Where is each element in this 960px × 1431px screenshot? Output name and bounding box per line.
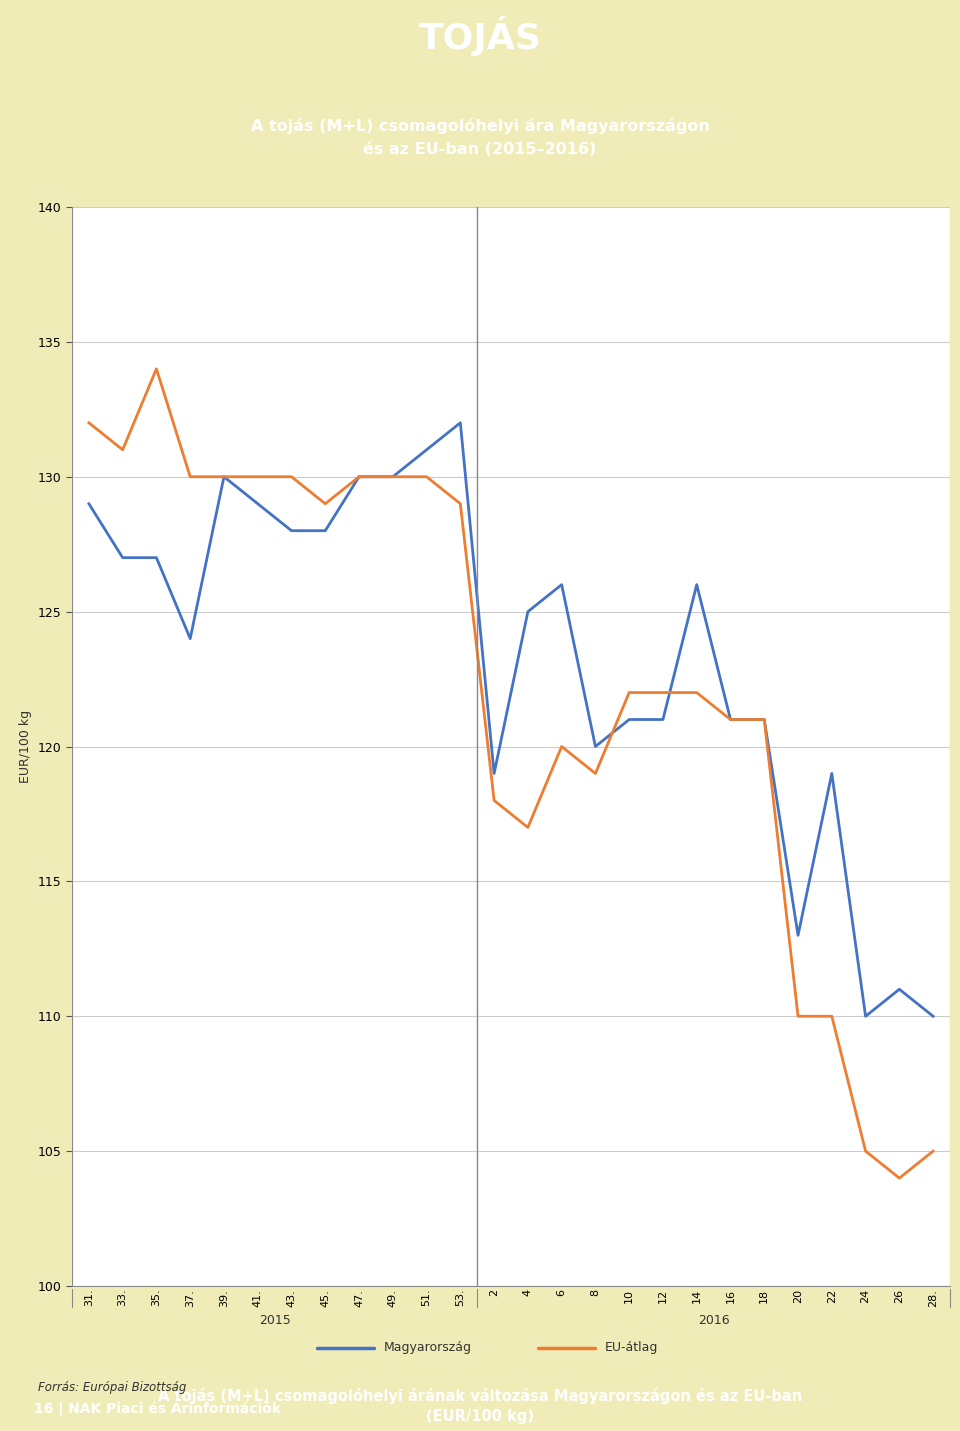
Magyarország <box>927 1007 939 1025</box>
Line: EU-átlag: EU-átlag <box>89 369 933 1178</box>
Text: 2016: 2016 <box>698 1314 730 1327</box>
EU-átlag <box>184 468 196 485</box>
EU-átlag <box>286 468 298 485</box>
EU-átlag <box>387 468 398 485</box>
EU-átlag <box>758 711 770 728</box>
Text: 16 | NAK Piaci és Árinformációk: 16 | NAK Piaci és Árinformációk <box>34 1401 280 1417</box>
EU-átlag <box>320 495 331 512</box>
Text: EU-átlag: EU-átlag <box>605 1341 659 1355</box>
EU-átlag <box>589 766 601 783</box>
Magyarország <box>522 602 534 620</box>
EU-átlag <box>455 495 467 512</box>
Magyarország <box>420 441 432 458</box>
Text: Forrás: Európai Bizottság: Forrás: Európai Bizottság <box>38 1381 187 1394</box>
Magyarország <box>455 414 467 431</box>
EU-átlag <box>252 468 263 485</box>
Magyarország <box>894 980 905 997</box>
EU-átlag <box>927 1142 939 1159</box>
EU-átlag <box>623 684 635 701</box>
Magyarország <box>252 495 263 512</box>
Magyarország <box>589 738 601 756</box>
EU-átlag <box>860 1142 872 1159</box>
EU-átlag <box>792 1007 804 1025</box>
Text: TOJÁS: TOJÁS <box>419 16 541 56</box>
Magyarország <box>826 766 837 783</box>
Magyarország <box>218 468 229 485</box>
Magyarország <box>184 630 196 647</box>
Magyarország <box>151 550 162 567</box>
EU-átlag <box>218 468 229 485</box>
Text: 2015: 2015 <box>259 1314 291 1327</box>
Magyarország <box>758 711 770 728</box>
Text: A tojás (M+L) csomagolóhelyi árának változása Magyarországon és az EU-ban
(EUR/1: A tojás (M+L) csomagolóhelyi árának vált… <box>157 1388 803 1424</box>
EU-átlag <box>725 711 736 728</box>
Magyarország <box>489 766 500 783</box>
Magyarország <box>353 468 365 485</box>
EU-átlag <box>353 468 365 485</box>
Y-axis label: EUR/100 kg: EUR/100 kg <box>19 710 32 783</box>
EU-átlag <box>84 414 95 431</box>
Magyarország <box>725 711 736 728</box>
Magyarország <box>792 927 804 944</box>
Line: Magyarország: Magyarország <box>89 422 933 1016</box>
Magyarország <box>658 711 669 728</box>
Magyarország <box>556 577 567 594</box>
Text: Magyarország: Magyarország <box>384 1341 472 1355</box>
Magyarország <box>117 550 129 567</box>
EU-átlag <box>151 361 162 378</box>
Magyarország <box>84 495 95 512</box>
Magyarország <box>860 1007 872 1025</box>
EU-átlag <box>420 468 432 485</box>
Magyarország <box>691 577 703 594</box>
EU-átlag <box>691 684 703 701</box>
Magyarország <box>623 711 635 728</box>
EU-átlag <box>894 1169 905 1186</box>
Magyarország <box>387 468 398 485</box>
EU-átlag <box>658 684 669 701</box>
EU-átlag <box>117 441 129 458</box>
EU-átlag <box>522 819 534 836</box>
Magyarország <box>320 522 331 539</box>
EU-átlag <box>489 791 500 809</box>
Magyarország <box>286 522 298 539</box>
Text: A tojás (M+L) csomagolóhelyi ára Magyarországon
és az EU-ban (2015–2016): A tojás (M+L) csomagolóhelyi ára Magyaro… <box>251 119 709 156</box>
EU-átlag <box>556 738 567 756</box>
EU-átlag <box>826 1007 837 1025</box>
